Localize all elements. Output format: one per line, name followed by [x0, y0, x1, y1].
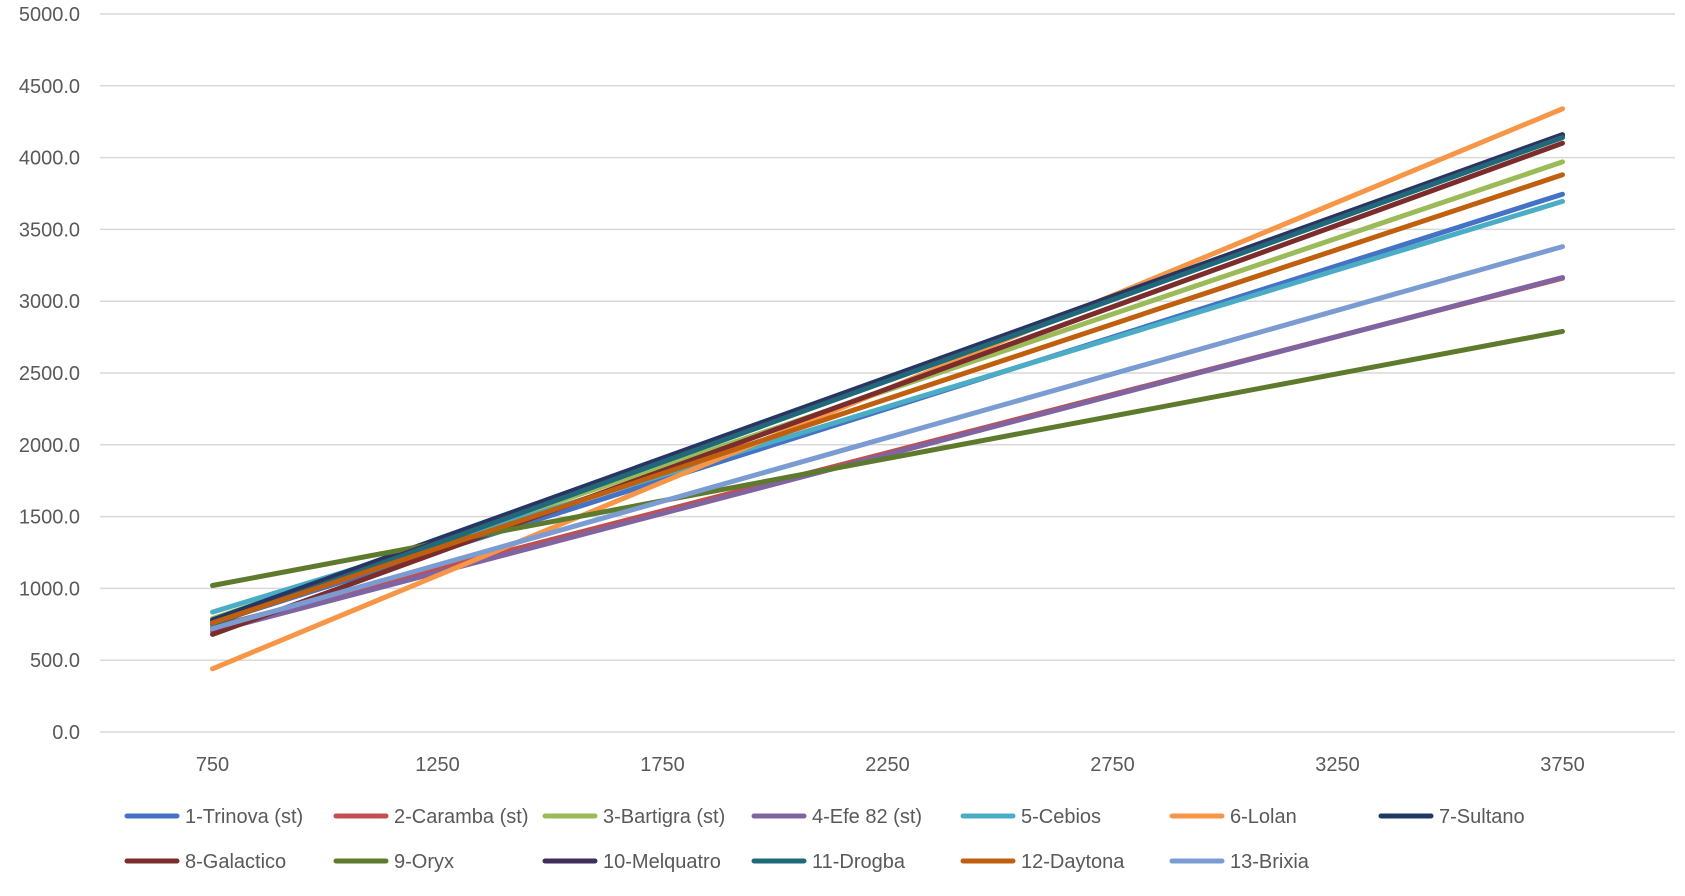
x-tick-label: 3750 — [1540, 754, 1585, 776]
legend-item: 13-Brixia — [1169, 851, 1310, 873]
y-tick-label: 3500.0 — [19, 219, 80, 241]
legend-label: 10-Melquatro — [603, 851, 721, 873]
legend-label: 3-Bartigra (st) — [603, 806, 725, 828]
x-tick-label: 750 — [196, 754, 229, 776]
grid-layer — [100, 13, 1675, 733]
legend-label: 8-Galactico — [185, 851, 286, 873]
x-tick-label: 1750 — [640, 754, 685, 776]
y-axis-tick-labels: 0.0 500.0 1000.0 1500.0 2000.0 2500.0 3000.0 35… — [19, 4, 80, 744]
legend-item: 4-Efe 82 (st) — [751, 806, 922, 828]
series-line-13 — [210, 244, 1565, 632]
legend-label: 13-Brixia — [1230, 851, 1310, 873]
legend-label: 11-Drogba — [812, 851, 906, 873]
legend-item: 9-Oryx — [333, 851, 454, 873]
series-line-4 — [210, 275, 1565, 634]
y-tick-label: 3000.0 — [19, 291, 80, 313]
legend-label: 2-Caramba (st) — [394, 806, 528, 828]
legend-item: 12-Daytona — [960, 851, 1125, 873]
x-tick-label: 2750 — [1090, 754, 1135, 776]
y-tick-label: 1000.0 — [19, 578, 80, 600]
legend-item: 6-Lolan — [1169, 806, 1297, 828]
series-layer — [210, 106, 1565, 672]
legend-label: 9-Oryx — [394, 851, 454, 873]
series-line-11 — [210, 135, 1565, 627]
y-tick-label: 2500.0 — [19, 363, 80, 385]
y-tick-label: 0.0 — [52, 722, 80, 744]
legend-label: 7-Sultano — [1439, 806, 1525, 828]
legend-item: 7-Sultano — [1378, 806, 1525, 828]
legend-item: 8-Galactico — [124, 851, 286, 873]
legend-item: 2-Caramba (st) — [333, 806, 528, 828]
x-tick-label: 3250 — [1315, 754, 1360, 776]
y-tick-label: 500.0 — [30, 650, 80, 672]
legend-label: 6-Lolan — [1230, 806, 1297, 828]
legend-item: 11-Drogba — [751, 851, 906, 873]
y-tick-label: 4500.0 — [19, 76, 80, 98]
y-tick-label: 5000.0 — [19, 4, 80, 26]
y-tick-label: 1500.0 — [19, 507, 80, 529]
x-axis-tick-labels: 750 1250 1750 2250 2750 3250 3750 — [196, 754, 1585, 776]
legend-label: 4-Efe 82 (st) — [812, 806, 922, 828]
legend-label: 5-Cebios — [1021, 806, 1101, 828]
x-tick-label: 2250 — [865, 754, 910, 776]
y-tick-label: 2000.0 — [19, 435, 80, 457]
legend-label: 1-Trinova (st) — [185, 806, 303, 828]
legend-item: 1-Trinova (st) — [124, 806, 303, 828]
series-line-12 — [210, 172, 1565, 626]
y-tick-label: 4000.0 — [19, 148, 80, 170]
legend-label: 12-Daytona — [1021, 851, 1125, 873]
legend-item: 3-Bartigra (st) — [542, 806, 725, 828]
legend: 1-Trinova (st) 2-Caramba (st) 3-Bartigra (… — [124, 806, 1525, 873]
legend-item: 10-Melquatro — [542, 851, 721, 873]
series-line-8 — [210, 140, 1565, 637]
legend-item: 5-Cebios — [960, 806, 1101, 828]
x-tick-label: 1250 — [415, 754, 460, 776]
